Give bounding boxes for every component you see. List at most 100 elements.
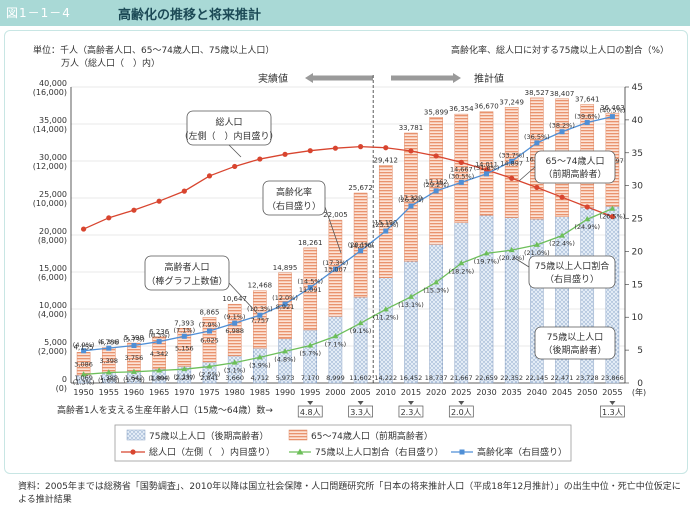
total-pop-point (206, 173, 213, 179)
left-secondary-tick-label: (16,000) (33, 88, 67, 97)
x-tick-label: 1950 (73, 388, 93, 397)
x-tick-label: 1995 (300, 388, 320, 397)
right-tick-label: 45 (632, 83, 643, 93)
x-tick-label: 1960 (124, 388, 144, 397)
bar-old-old-label: 1,069 (74, 374, 93, 382)
aging-rate-point (332, 266, 338, 272)
bar-young-old-label: 14,011 (475, 160, 498, 168)
callout-young-old-line1: 65～74歳人口 (546, 155, 605, 167)
ratio75-point (382, 306, 389, 312)
bar-old-old-label: 1,894 (150, 374, 169, 382)
bar-total-label: 38,527 (525, 89, 550, 97)
bar-old-old (504, 217, 519, 384)
total-pop-point (232, 163, 238, 170)
bar-young-old-label: 7,757 (251, 316, 270, 324)
bar-young-old-label: 5,156 (175, 344, 194, 352)
bar-old-old-label: 11,602 (349, 374, 372, 382)
bar-young-old-label: 11,091 (299, 286, 322, 294)
bar-old-old-label: 22,471 (551, 374, 574, 382)
ratio75-point (206, 363, 213, 369)
x-tick-label: 2015 (401, 388, 421, 397)
left-secondary-tick-label: (8,000) (38, 236, 67, 245)
left-secondary-tick-label: (2,000) (38, 347, 67, 356)
bar-total-label: 4,786 (99, 339, 120, 347)
total-pop-point (181, 188, 187, 194)
bar-young-old-label: 6,025 (200, 337, 219, 345)
ratio75-point (256, 354, 263, 360)
bar-old-old-label: 14,222 (374, 374, 397, 382)
bar-old-old-label: 5,973 (276, 374, 295, 382)
ratio75-point (80, 371, 87, 377)
callout-elderly-pop: 高齢者人口 （棒グラフ上数値） (144, 255, 258, 314)
bar-old-old-label: 7,170 (301, 374, 320, 382)
aging-rate-label: (33.7%) (499, 151, 525, 159)
bar-total-label: 8,865 (199, 308, 219, 316)
bar-young-old-label: 14,667 (450, 165, 473, 173)
aging-rate-label: (31.8%) (474, 164, 500, 172)
legend-old-old-text: 75歳以上人口（後期高齢者） (149, 430, 268, 442)
bar-old-old-label: 18,737 (425, 374, 448, 382)
phase-actual-arrow: 実績値 (258, 72, 373, 85)
ratio75-point (407, 293, 414, 299)
support-box (348, 405, 373, 418)
aging-rate-label: (26.9%) (398, 196, 424, 204)
bar-total-label: 36,463 (600, 104, 625, 112)
bar-old-old-label: 2,841 (200, 374, 219, 382)
legend-young-old: 65～74歳人口（前期高齢者） (288, 429, 433, 442)
aging-rate-label: (7.9%) (199, 321, 221, 329)
x-tick-label: 2020 (426, 388, 446, 397)
ratio75-point (130, 368, 137, 374)
total-pop-line (83, 145, 613, 230)
ratio75-point (433, 279, 440, 285)
left-secondary-tick-label: (4,000) (38, 310, 67, 319)
support-arrow-icon (609, 401, 616, 405)
right-tick-label: 40 (632, 116, 644, 126)
support-value: 1.3人 (602, 408, 623, 417)
x-tick-label: 1955 (99, 388, 119, 397)
legend-rate: 高齢化率（右目盛り） (451, 446, 567, 458)
bar-young-old-label: 14,897 (500, 159, 523, 167)
data-labels-group: 4,155 3,086 1,069 4,786 3,398 1,388 5,398 3,756… (73, 89, 625, 387)
bar-total-label: 18,261 (298, 239, 323, 247)
ratio75-label: (2.1%) (174, 373, 196, 381)
aging-rate-point (609, 114, 615, 120)
right-tick-label: 15 (632, 280, 643, 290)
source-note: 資料：2005年までは総務省「国勢調査」、2010年以降は国立社会保障・人口問題… (18, 482, 681, 505)
phase-actual-label: 実績値 (258, 72, 288, 85)
x-tick-label: 1985 (250, 388, 270, 397)
bar-total-label: 37,249 (499, 98, 524, 106)
x-tick-label: 2010 (376, 388, 396, 397)
support-arrow-icon (407, 401, 414, 405)
bar-old-old-label: 2,237 (175, 374, 194, 382)
aging-rate-label: (5.7%) (123, 336, 145, 344)
ratio75-point (156, 367, 163, 373)
bar-old-old (404, 261, 418, 384)
aging-rate-point (131, 343, 137, 349)
aging-rate-label: (40.5%) (600, 107, 626, 115)
bar-total-label: 14,895 (273, 264, 298, 272)
aging-rate-point (383, 228, 389, 234)
bar-young-old (479, 111, 494, 216)
total-pop-point (483, 167, 490, 173)
bar-total-label: 33,781 (399, 124, 424, 132)
ratio75-label: (3.9%) (249, 361, 271, 369)
callout-aging-rate-line1: 高齢化率 (276, 186, 312, 198)
ratio75-point (559, 232, 566, 238)
ratio75-label: (7.1%) (325, 340, 347, 348)
aging-rate-point (559, 129, 565, 135)
ratio75-label: (3.1%) (224, 367, 246, 375)
x-tick-label: 2055 (602, 388, 622, 397)
right-tick-label: 5 (637, 346, 643, 356)
units-right: 高齢化率、総人口に対する75歳以上人口の割合（%） (451, 44, 669, 56)
bar-total-label: 35,899 (424, 108, 449, 116)
ratio75-point (533, 241, 540, 247)
x-tick-label: 1970 (174, 388, 194, 397)
ratio75-label: (11.2%) (373, 313, 399, 321)
left-tick-label: 35,000 (39, 116, 67, 125)
bar-young-old (378, 165, 393, 279)
figure-title: 高齢化の推移と将来推計 (118, 8, 262, 23)
bar-young-old (454, 113, 469, 223)
bar-old-old (353, 296, 368, 384)
phase-projection-label: 推計値 (474, 72, 504, 85)
